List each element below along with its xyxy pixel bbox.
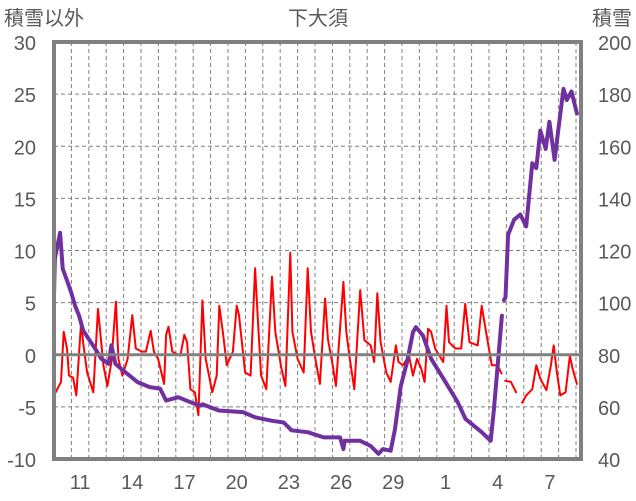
right-axis-title: 積雪	[592, 7, 632, 30]
x-tick-label: 11	[70, 472, 91, 494]
x-tick-label: 20	[226, 472, 248, 494]
left-tick-label: 5	[25, 294, 36, 316]
plot-frame	[52, 40, 583, 461]
tick-labels: 302520151050-5-1020018016014012010080604…	[7, 33, 631, 494]
left-tick-label: 20	[14, 137, 36, 159]
left-tick-label: 0	[25, 346, 36, 368]
plot-border	[52, 40, 583, 461]
left-tick-label: -5	[18, 398, 36, 420]
left-axis-title: 積雪以外	[4, 7, 84, 30]
right-tick-label: 60	[598, 398, 620, 420]
right-tick-label: 80	[598, 346, 620, 368]
right-tick-label: 160	[598, 137, 631, 159]
left-tick-label: 30	[14, 33, 36, 55]
left-tick-label: 15	[14, 189, 36, 211]
x-tick-label: 17	[173, 472, 195, 494]
left-tick-label: -10	[7, 450, 36, 472]
snow-depth-line	[52, 86, 579, 456]
left-tick-label: 10	[14, 242, 36, 264]
x-tick-label: 26	[330, 472, 352, 494]
right-tick-label: 40	[598, 450, 620, 472]
x-tick-label: 14	[121, 472, 143, 494]
right-tick-label: 120	[598, 242, 631, 264]
x-tick-label: 7	[544, 472, 555, 494]
x-tick-label: 29	[382, 472, 404, 494]
left-tick-label: 25	[14, 85, 36, 107]
right-tick-label: 200	[598, 33, 631, 55]
gridlines	[54, 42, 581, 459]
right-tick-label: 180	[598, 85, 631, 107]
x-tick-label: 23	[278, 472, 300, 494]
right-tick-label: 140	[598, 189, 631, 211]
x-tick-label: 4	[492, 472, 503, 494]
right-tick-label: 100	[598, 294, 631, 316]
x-tick-label: 1	[440, 472, 451, 494]
chart-title: 下大須	[288, 7, 348, 30]
